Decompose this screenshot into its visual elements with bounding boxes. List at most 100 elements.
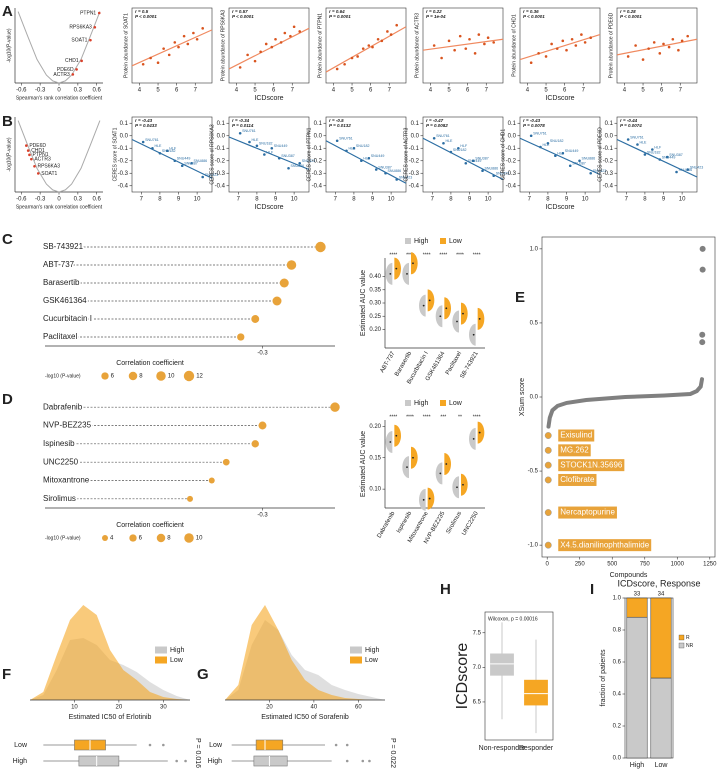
count-label: 34	[658, 592, 665, 598]
point	[680, 39, 684, 43]
point	[167, 53, 171, 57]
point	[371, 45, 374, 49]
gene-label: PDE6D	[57, 67, 74, 73]
x-tick-label: 4	[623, 88, 627, 94]
y-tick-label: 0.8	[613, 628, 622, 634]
legend-label: High	[414, 400, 429, 407]
x-tick-label: 5	[544, 88, 548, 94]
y-tick-label: -1.0	[528, 543, 539, 549]
point	[658, 52, 662, 55]
point	[651, 148, 654, 151]
legend-label: Low	[170, 657, 184, 664]
stat-p: P = 0.0001	[329, 14, 351, 19]
point-label: SNU886	[582, 157, 596, 161]
x-tick-label: 10	[388, 197, 395, 203]
point	[675, 170, 678, 174]
x-tick-label: 10	[291, 197, 298, 203]
point	[270, 146, 274, 150]
gene-label: CHD1	[65, 58, 79, 64]
x-tick-label: 4	[138, 88, 142, 94]
point-label: SNU387	[572, 162, 586, 166]
y-tick-label: -0.3	[118, 171, 129, 177]
significance: ****	[423, 414, 431, 420]
x-tick-label: 0.3	[74, 197, 83, 203]
point-label: SNU423	[690, 165, 704, 169]
label-box	[558, 473, 597, 486]
legend-swatch	[350, 646, 362, 654]
gene-label: RPS6KA3	[37, 164, 60, 170]
x-tick-label: 6	[563, 88, 567, 94]
point	[277, 156, 281, 160]
median-dot	[406, 466, 408, 469]
y-tick-label: -0.5	[528, 469, 539, 475]
y-tick-label: 0.1	[411, 121, 420, 127]
y-tick-label: -0.2	[409, 158, 420, 164]
x-tick-label: 0	[57, 197, 61, 203]
point	[492, 41, 495, 44]
point-label: SNU449	[662, 155, 676, 159]
highlight-point	[544, 432, 552, 439]
plot-frame	[228, 116, 310, 193]
significance: ****	[473, 252, 481, 258]
point-label: HLF	[169, 147, 177, 151]
gene-label: PTPN1	[80, 10, 96, 16]
point-label: SNU182	[259, 142, 273, 146]
gene-point	[80, 59, 83, 63]
y-tick-label: -0.2	[506, 158, 517, 164]
legend-label: 8	[139, 374, 143, 380]
stat-r: r = 0.36	[523, 9, 539, 14]
point	[546, 141, 550, 145]
point	[182, 34, 186, 38]
significance: ****	[473, 414, 481, 420]
point-label: HLF	[654, 145, 662, 149]
stat-p: P = 0.0132	[329, 123, 351, 128]
median-dot	[395, 434, 398, 437]
legend-label: High	[414, 238, 429, 245]
point	[246, 53, 249, 57]
gene-label: PDE6D	[29, 143, 46, 149]
y-tick-label: -0.1	[409, 146, 420, 152]
category-label: ABT-737	[380, 350, 397, 374]
point	[492, 174, 495, 178]
point	[686, 168, 689, 171]
legend-label: 10	[196, 536, 203, 542]
x-tick-label: 6	[369, 88, 373, 94]
point	[289, 34, 292, 38]
outlier	[699, 245, 706, 252]
x-tick-label: 5	[447, 88, 451, 94]
point	[201, 27, 204, 30]
median-dot	[439, 315, 442, 318]
point	[647, 47, 650, 50]
legend-swatch	[405, 400, 411, 406]
x-axis-label: Correlation coefficient	[116, 522, 184, 529]
point-label: SNU182	[162, 149, 176, 153]
legend-label: 6	[111, 374, 115, 380]
box	[253, 755, 288, 767]
highlight-label: Clofibrate	[560, 475, 595, 484]
point	[457, 146, 460, 150]
dot	[330, 402, 340, 412]
point-label: HLE	[251, 138, 259, 142]
stat-p: P < 0.0001	[232, 14, 254, 19]
x-tick-label: 9	[468, 197, 472, 203]
x-tick-label: 750	[640, 562, 651, 568]
point	[589, 36, 592, 39]
y-tick-label: 1.0	[613, 596, 622, 602]
median-dot	[478, 317, 481, 320]
x-axis-label: Estimated IC50 of Erlotinib	[69, 714, 152, 721]
x-tick-label: 10	[485, 197, 492, 203]
point	[374, 168, 378, 171]
half-violin	[452, 476, 459, 499]
point	[384, 171, 387, 175]
legend-dot	[128, 371, 138, 381]
y-axis-label: CERES score of CHD1	[500, 129, 506, 181]
x-tick-label: 6	[175, 88, 179, 94]
y-tick-label: 0.0	[314, 133, 323, 139]
point-label: HLF	[557, 152, 565, 156]
density	[30, 605, 190, 700]
plot-frame	[616, 7, 698, 84]
point	[180, 164, 184, 168]
y-tick-label: 0.20	[369, 424, 381, 430]
stat-r: r = -0.5	[329, 118, 344, 123]
curve	[17, 120, 101, 193]
